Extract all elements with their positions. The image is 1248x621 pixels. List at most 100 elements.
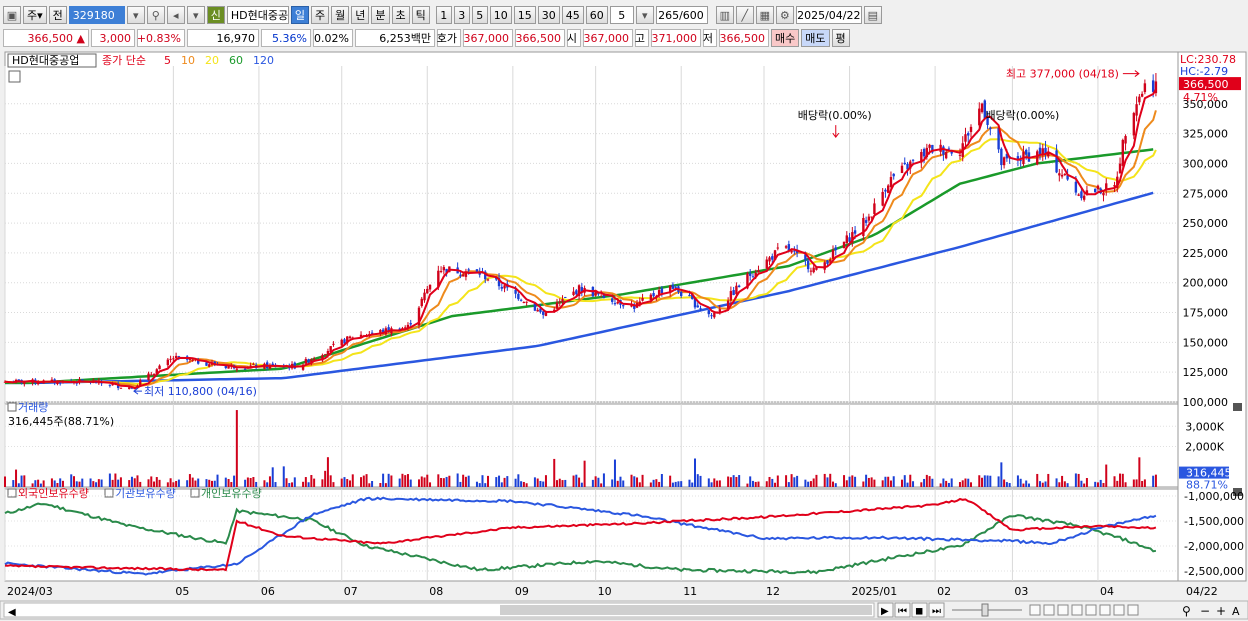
volume-bar <box>787 482 790 487</box>
candle-body <box>437 270 440 288</box>
volume-bar <box>445 476 448 487</box>
volume-bar <box>346 479 349 487</box>
interval-button-5[interactable]: 30 <box>537 6 560 24</box>
candle-body <box>536 309 539 312</box>
stock-chart[interactable]: 2024/03 05 06 07 08 09 10 11 12 2025/01 02 03 04 04/2… <box>0 50 1248 621</box>
code-dropdown-icon[interactable]: ▾ <box>126 6 145 24</box>
candle-body <box>1132 113 1136 136</box>
candle-body <box>1058 173 1061 176</box>
candle-body <box>1077 194 1080 196</box>
chevron-down-icon[interactable]: ▾ <box>186 6 205 24</box>
legend-ma-120: 120 <box>253 54 274 67</box>
volume-bar <box>230 482 233 487</box>
volume-bar <box>978 475 981 487</box>
candle-body <box>197 359 200 364</box>
volume-bar <box>710 482 713 487</box>
volume-title: 거래량 <box>18 401 48 414</box>
period-tab-3[interactable]: 년 <box>351 6 370 24</box>
period-tab-6[interactable]: 틱 <box>411 6 430 24</box>
sell-button[interactable]: 매도 <box>801 29 830 47</box>
period-tab-5[interactable]: 초 <box>391 6 410 24</box>
interval-dropdown-icon[interactable]: ▾ <box>635 6 654 24</box>
interval-button-4[interactable]: 15 <box>513 6 536 24</box>
volume-bar <box>429 482 432 487</box>
candle-body <box>746 273 749 289</box>
stock-name-field[interactable]: HD현대중공 <box>226 6 289 24</box>
candle-body <box>359 334 363 338</box>
interval-button-3[interactable]: 10 <box>489 6 512 24</box>
interval-select[interactable]: 5 <box>609 6 634 24</box>
volume-bar <box>108 473 111 487</box>
interval-button-1[interactable]: 3 <box>453 6 470 24</box>
volume-bar <box>718 480 721 487</box>
candle-body <box>1047 151 1050 157</box>
candle-body <box>718 309 722 313</box>
candle-body <box>169 358 172 360</box>
volume-bar <box>271 467 274 487</box>
candle-body <box>555 302 559 309</box>
volume-bar <box>707 478 710 487</box>
window-icon[interactable]: ▣ <box>3 6 21 24</box>
volume-bar <box>602 473 605 487</box>
grid-icon[interactable]: ▦ <box>755 6 774 24</box>
candle-body <box>575 290 578 295</box>
date-field[interactable]: 2025/04/22 <box>795 6 862 24</box>
candle-body <box>459 274 462 276</box>
flow-y-tick: -2,500,000 <box>1184 565 1244 578</box>
ask-cell: 367,000 <box>463 29 513 47</box>
draw-tool-icon[interactable]: ╱ <box>735 6 754 24</box>
candle-body <box>768 257 771 262</box>
candle-body <box>980 103 984 113</box>
gear-icon[interactable]: ⚙ <box>775 6 794 24</box>
jeon-button[interactable]: 전 <box>48 6 67 24</box>
candle-body <box>889 177 893 188</box>
candle-body <box>1000 148 1003 166</box>
volume-bar <box>754 481 757 487</box>
y-tick-label: 325,000 <box>1183 128 1229 141</box>
tool-icon <box>1099 604 1111 616</box>
candle-body <box>346 336 349 344</box>
volume-bar <box>658 481 661 487</box>
code-input[interactable]: 329180 <box>68 6 125 24</box>
chart-type-icon[interactable]: ▥ <box>715 6 734 24</box>
dividend-annotation: 배당락(0.00%) <box>798 109 872 122</box>
candle-body <box>773 250 777 261</box>
period-tab-4[interactable]: 분 <box>371 6 390 24</box>
speaker-icon[interactable]: ◂ <box>166 6 185 24</box>
count-field[interactable]: 265/600 <box>655 6 708 24</box>
candle-body <box>475 269 479 272</box>
interval-button-2[interactable]: 5 <box>471 6 488 24</box>
volume-bar <box>901 479 903 487</box>
buy-button[interactable]: 매수 <box>771 29 800 47</box>
interval-button-0[interactable]: 1 <box>435 6 452 24</box>
volume-bar <box>1022 483 1025 487</box>
credit-badge[interactable]: 신 <box>206 6 225 24</box>
volume-bar <box>688 479 691 487</box>
interval-button-7[interactable]: 60 <box>585 6 608 24</box>
candle-body <box>922 148 926 157</box>
volume-bar <box>484 483 487 487</box>
volume-bar <box>854 476 857 487</box>
volume-bar <box>418 479 420 487</box>
candle-body <box>737 285 741 288</box>
volume-bar <box>553 458 556 487</box>
flat-button[interactable]: 평 <box>831 29 850 47</box>
calendar-icon[interactable]: ▤ <box>863 6 882 24</box>
search-icon[interactable]: ⚲ <box>146 6 165 24</box>
candle-body <box>17 379 20 381</box>
period-tab-0[interactable]: 일 <box>290 6 310 24</box>
volume-bar <box>75 481 78 487</box>
market-select[interactable]: 주 ▾ <box>23 6 47 24</box>
volume-bar <box>677 481 680 487</box>
candle-body <box>881 191 884 206</box>
period-tab-1[interactable]: 주 <box>311 6 330 24</box>
x-tick-label: 10 <box>598 585 612 598</box>
volume-bar <box>440 477 443 487</box>
interval-button-6[interactable]: 45 <box>561 6 584 24</box>
candle-body <box>693 297 697 308</box>
volume-bar <box>1124 482 1127 487</box>
period-tab-2[interactable]: 월 <box>331 6 350 24</box>
expand-icon <box>8 70 21 83</box>
